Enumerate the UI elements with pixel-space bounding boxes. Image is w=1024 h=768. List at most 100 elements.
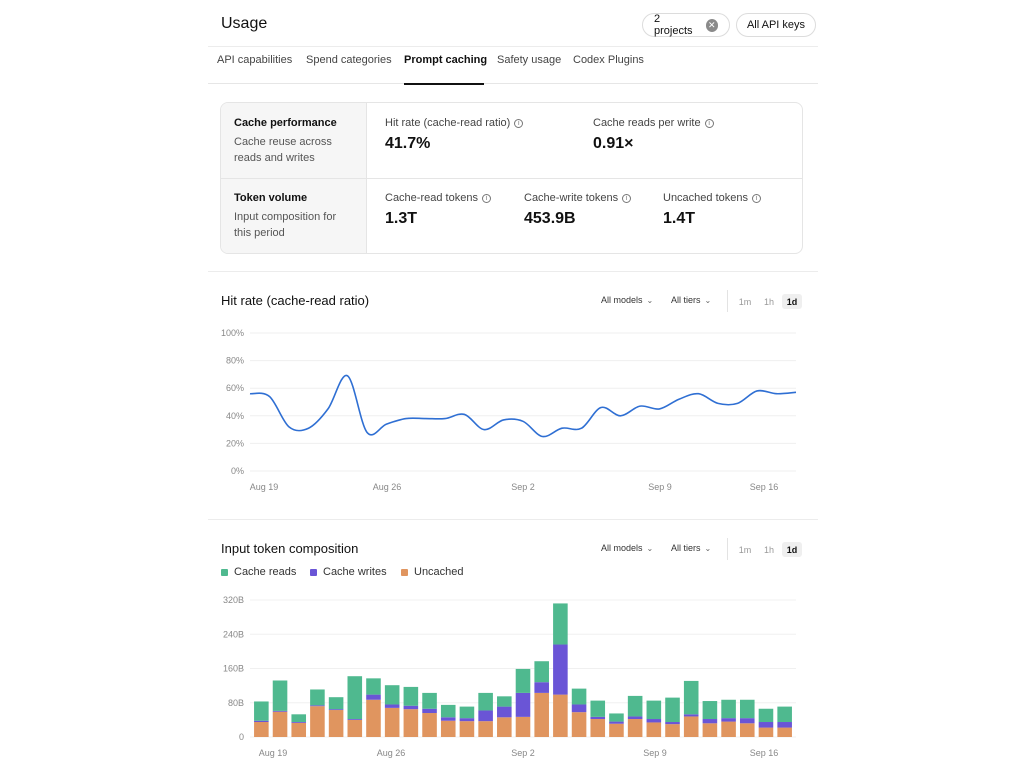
tiers-dropdown[interactable]: All tiers ⌄ [671,543,711,553]
legend-uncached[interactable]: Uncached [401,566,464,578]
projects-filter-label: 2 projects [654,13,693,37]
bar-segment-uncached [721,721,736,737]
bar-segment-cache-writes [553,644,568,695]
granularity-1d-button[interactable]: 1d [782,542,802,557]
bar-segment-cache-writes [683,714,699,717]
bar-segment-cache-reads [328,697,344,710]
bar-segment-uncached [310,706,325,737]
x-tick-label: Sep 9 [648,482,672,492]
bar-segment-cache-writes [272,710,288,712]
chevron-down-icon: ⌄ [704,295,712,305]
x-tick-label: Sep 2 [511,482,535,492]
token-volume-title: Token volume [234,192,308,204]
clear-filter-icon[interactable]: ✕ [705,18,718,32]
bar-segment-uncached [422,713,437,737]
uncached-tokens-value: 1.4T [663,210,696,227]
info-icon[interactable]: i [752,193,761,203]
bar-segment-uncached [515,716,531,737]
tiers-dropdown[interactable]: All tiers ⌄ [671,295,711,305]
reads-per-write-label-text: Cache reads per write [593,117,701,129]
bar-segment-cache-reads [347,676,363,720]
bar-segment-cache-writes [571,704,587,713]
hit-rate-metric-label: Hit rate (cache-read ratio) i [385,117,524,129]
api-keys-filter-button[interactable]: All API keys [736,13,816,37]
uncached-tokens-label-text: Uncached tokens [663,192,748,204]
granularity-1h-button[interactable]: 1h [763,296,774,307]
bar-segment-uncached [590,719,606,737]
x-tick-label: Aug 26 [373,482,402,492]
bar-segment-cache-writes [366,694,381,700]
bar-segment-cache-reads [384,685,400,705]
legend-cache-writes[interactable]: Cache writes [310,566,387,578]
bar-segment-cache-reads [590,700,606,717]
granularity-1h-button[interactable]: 1h [763,544,774,555]
bar-segment-cache-reads [702,701,718,720]
bar-segment-cache-reads [646,700,662,720]
bar-segment-cache-reads [739,699,755,719]
bar-segment-cache-reads [777,706,792,723]
bar-segment-cache-writes [627,716,643,720]
bar-segment-cache-reads [497,696,512,707]
bar-segment-uncached [665,724,680,737]
y-tick-label: 100% [221,328,244,338]
legend-label: Cache writes [323,566,387,578]
legend-swatch [310,568,317,576]
bar-segment-cache-writes [291,722,307,723]
legend-label: Uncached [414,566,464,578]
bar-segment-cache-writes [515,692,531,717]
tab-api-capabilities[interactable]: API capabilities [217,54,293,66]
info-icon[interactable]: i [481,193,491,203]
granularity-1m-button[interactable]: 1m [738,544,752,555]
bar-segment-cache-writes [702,719,718,724]
x-tick-label: Aug 19 [259,748,288,758]
bar-segment-cache-reads [534,661,549,683]
bar-segment-uncached [571,712,587,737]
bar-segment-cache-writes [534,682,549,693]
x-tick-label: Sep 9 [643,748,667,758]
info-icon[interactable]: i [514,118,524,128]
bar-segment-uncached [534,692,549,737]
y-tick-label: 80% [226,356,244,366]
info-icon[interactable]: i [704,118,714,128]
models-dropdown[interactable]: All models ⌄ [601,295,653,305]
bar-segment-cache-reads [272,680,288,711]
tab-safety-usage[interactable]: Safety usage [497,54,562,66]
bar-segment-cache-writes [310,705,325,707]
bar-segment-cache-reads [291,714,307,723]
bar-segment-uncached [777,727,792,737]
tab-codex-plugins[interactable]: Codex Plugins [573,54,644,66]
cache-performance-title: Cache performance [234,117,337,129]
projects-filter-chip[interactable]: 2 projects ✕ [642,13,730,37]
bar-segment-cache-reads [627,695,643,717]
reads-per-write-value: 0.91× [593,135,634,152]
x-tick-label: Sep 16 [750,748,779,758]
bar-segment-cache-reads [609,713,624,722]
chevron-down-icon: ⌄ [646,295,654,305]
bar-segment-cache-writes [478,710,493,722]
granularity-1m-button[interactable]: 1m [738,296,752,307]
models-dropdown[interactable]: All models ⌄ [601,543,653,553]
api-keys-filter-label: All API keys [746,19,806,31]
cache-write-tokens-label-text: Cache-write tokens [524,192,619,204]
cache-performance-description: Cache reuse across reads and writes [234,136,332,164]
bar-segment-cache-reads [310,689,325,706]
bar-segment-uncached [272,711,288,737]
tab-spend-categories[interactable]: Spend categories [306,54,392,66]
cache-write-tokens-value: 453.9B [524,210,576,227]
bar-segment-uncached [683,716,699,737]
y-tick-label: 80B [228,698,244,708]
legend-cache-reads[interactable]: Cache reads [221,566,296,578]
cache-read-tokens-metric-label: Cache-read tokens i [385,192,491,204]
bar-segment-uncached [328,710,344,737]
bar-segment-uncached [459,721,475,737]
bar-segment-cache-writes [777,722,792,728]
hit-rate-chart-title: Hit rate (cache-read ratio) [221,293,370,308]
bar-segment-cache-reads [683,680,699,715]
bar-segment-cache-reads [366,678,381,695]
tab-prompt-caching[interactable]: Prompt caching [404,54,488,66]
chevron-down-icon: ⌄ [646,543,654,553]
toolbar-separator [727,538,728,560]
info-icon[interactable]: i [622,193,632,203]
bar-segment-cache-reads [515,668,531,693]
granularity-1d-button[interactable]: 1d [782,294,802,309]
